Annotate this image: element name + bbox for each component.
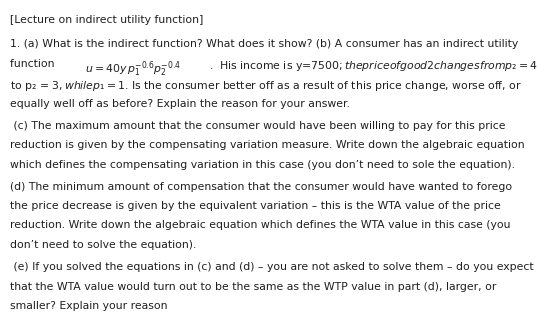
Text: reduction. Write down the algebraic equation which defines the WTA value in this: reduction. Write down the algebraic equa… <box>10 220 510 230</box>
Text: don’t need to solve the equation).: don’t need to solve the equation). <box>10 240 196 250</box>
Text: (c) The maximum amount that the consumer would have been willing to pay for this: (c) The maximum amount that the consumer… <box>10 121 505 131</box>
Text: to p₂ = $3, while p₁ = $1. Is the consumer better off as a result of this price : to p₂ = $3, while p₁ = $1. Is the consum… <box>10 79 521 93</box>
Text: function: function <box>10 59 68 69</box>
Text: reduction is given by the compensating variation measure. Write down the algebra: reduction is given by the compensating v… <box>10 140 524 150</box>
Text: smaller? Explain your reason: smaller? Explain your reason <box>10 301 167 311</box>
Text: which defines the compensating variation in this case (you don’t need to sole th: which defines the compensating variation… <box>10 160 514 170</box>
Text: that the WTA value would turn out to be the same as the WTP value in part (d), l: that the WTA value would turn out to be … <box>10 282 496 292</box>
Text: .  His income is y=$7500; the price of good 2 changes from p₂ = $4: . His income is y=$7500; the price of go… <box>209 59 537 74</box>
Text: 1. (a) What is the indirect function? What does it show? (b) A consumer has an i: 1. (a) What is the indirect function? Wh… <box>10 39 518 49</box>
Text: the price decrease is given by the equivalent variation – this is the WTA value : the price decrease is given by the equiv… <box>10 201 500 211</box>
Text: (d) The minimum amount of compensation that the consumer would have wanted to fo: (d) The minimum amount of compensation t… <box>10 182 512 192</box>
Text: $u = 40y\,p_1^{-0.6}p_2^{-0.4}$: $u = 40y\,p_1^{-0.6}p_2^{-0.4}$ <box>85 59 181 79</box>
Text: [Lecture on indirect utility function]: [Lecture on indirect utility function] <box>10 15 203 25</box>
Text: (e) If you solved the equations in (c) and (d) – you are not asked to solve them: (e) If you solved the equations in (c) a… <box>10 262 533 272</box>
Text: equally well off as before? Explain the reason for your answer.: equally well off as before? Explain the … <box>10 99 350 109</box>
